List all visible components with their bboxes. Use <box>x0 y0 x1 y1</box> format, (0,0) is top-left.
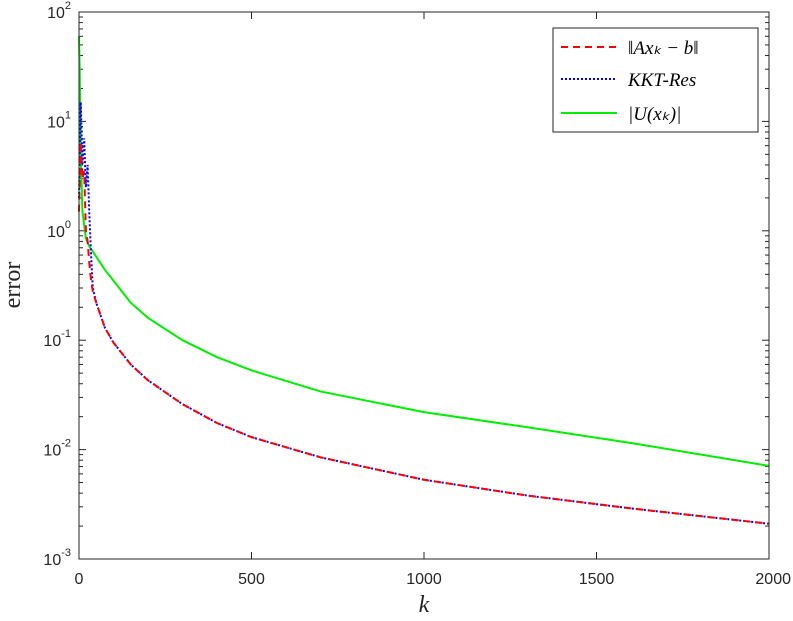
legend-box <box>552 27 759 133</box>
y-tick-label: 10-2 <box>43 438 71 460</box>
y-tick-label: 10-1 <box>43 328 71 350</box>
y-axis-label: error <box>0 262 26 309</box>
x-tick-label: 1000 <box>406 571 442 588</box>
x-tick-label: 0 <box>75 571 84 588</box>
x-tick-label: 2000 <box>755 571 791 588</box>
legend-label-residual: ‖Axₖ − b‖ <box>628 38 699 59</box>
y-tick-label: 100 <box>47 219 71 241</box>
y-tick-label: 101 <box>47 109 71 131</box>
y-tick-label: 10-3 <box>43 547 71 569</box>
series-line-u-xk <box>78 36 770 467</box>
x-axis-label: k <box>419 592 430 618</box>
y-tick-label: 102 <box>47 0 71 22</box>
x-tick-label: 500 <box>238 571 265 588</box>
legend: ‖Axₖ − b‖ KKT-Res |U(xₖ)| <box>552 27 759 133</box>
plot-frame <box>78 11 770 560</box>
legend-label-kkt: KKT-Res <box>627 70 696 91</box>
legend-label-u: |U(xₖ)| <box>628 104 681 125</box>
x-tick-label: 1500 <box>579 571 615 588</box>
series-line-residual <box>78 141 770 525</box>
series-layer <box>78 36 770 525</box>
x-axis-ticks: 0 500 1000 1500 2000 <box>75 12 791 588</box>
y-axis-ticks: 10-3 10-2 10-1 100 101 102 <box>43 0 769 569</box>
